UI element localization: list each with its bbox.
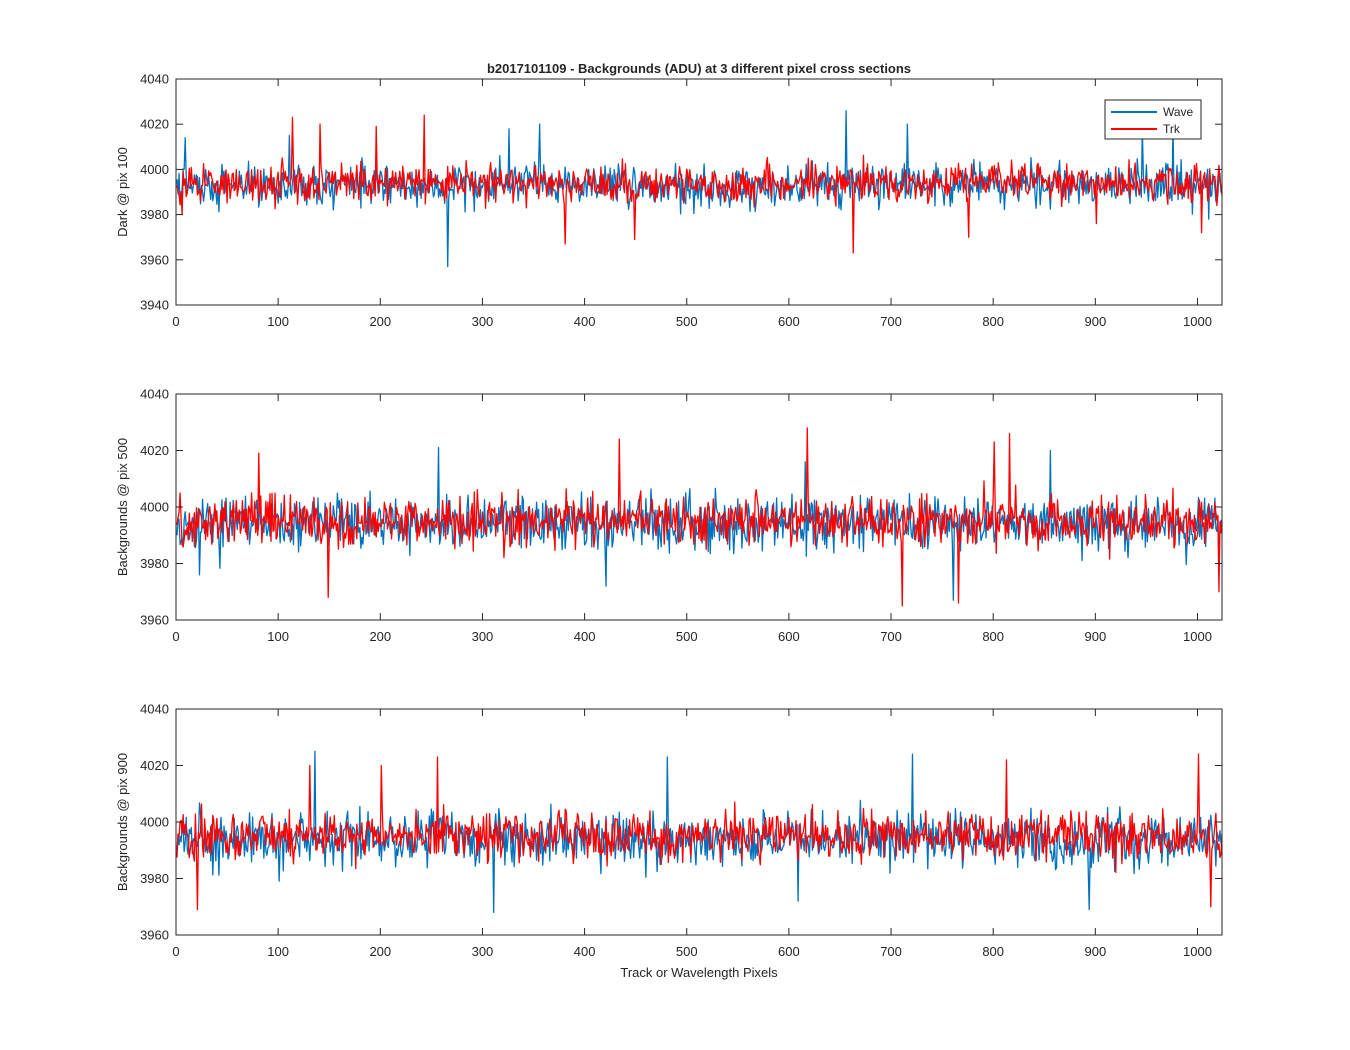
y-tick-label: 4020	[140, 758, 169, 773]
legend-label-wave: Wave	[1163, 105, 1194, 119]
x-tick-label: 100	[267, 629, 289, 644]
axes-box	[175, 78, 1223, 306]
y-tick-label: 4040	[140, 72, 169, 87]
series-line-trk	[176, 427, 1223, 607]
y-tick-label: 3980	[140, 207, 169, 222]
x-axis-label: Track or Wavelength Pixels	[620, 965, 778, 980]
y-tick-label: 4040	[140, 387, 169, 402]
x-tick-label: 700	[880, 629, 902, 644]
x-tick-label: 1000	[1183, 944, 1212, 959]
x-tick-label: 100	[267, 314, 289, 329]
x-tick-label: 600	[778, 314, 800, 329]
legend-box	[1104, 99, 1202, 140]
y-tick-label: 4040	[140, 702, 169, 717]
y-tick-label: 4000	[140, 815, 169, 830]
x-tick-label: 400	[574, 314, 596, 329]
x-tick-label: 800	[982, 314, 1004, 329]
x-tick-label: 300	[472, 629, 494, 644]
legend: Wave Trk	[1104, 99, 1202, 140]
y-axis-label: Dark @ pix 100	[115, 147, 130, 237]
subplot-2: 0 100 200 300 400 500 600 700 800 900 1000 3960 3980…	[115, 387, 1223, 644]
x-tick-label: 300	[472, 314, 494, 329]
x-tick-label: 200	[369, 629, 391, 644]
subplot-3: 0 100 200 300 400 500 600 700 800 900 1000 3960 3980…	[115, 702, 1223, 959]
x-tick-label: 500	[676, 944, 698, 959]
x-tick-label: 700	[880, 944, 902, 959]
x-tick-label: 800	[982, 944, 1004, 959]
x-tick-label: 0	[172, 944, 179, 959]
x-tick-label: 100	[267, 944, 289, 959]
x-tick-label: 900	[1084, 944, 1106, 959]
x-tick-label: 0	[172, 629, 179, 644]
figure-title: b2017101109 - Backgrounds (ADU) at 3 dif…	[487, 61, 911, 76]
x-tick-label: 900	[1084, 314, 1106, 329]
series-line-trk	[176, 114, 1223, 254]
y-tick-label: 3960	[140, 613, 169, 628]
y-axis-label: Backgrounds @ pix 500	[115, 438, 130, 576]
legend-label-trk: Trk	[1163, 122, 1181, 136]
x-tick-label: 1000	[1183, 314, 1212, 329]
x-tick-label: 300	[472, 944, 494, 959]
y-tick-label: 3940	[140, 298, 169, 313]
y-tick-label: 4000	[140, 162, 169, 177]
y-tick-label: 3960	[140, 928, 169, 943]
x-tick-label: 600	[778, 944, 800, 959]
y-tick-label: 3960	[140, 252, 169, 267]
x-tick-label: 700	[880, 314, 902, 329]
y-tick-label: 4000	[140, 500, 169, 515]
x-tick-label: 400	[574, 944, 596, 959]
x-tick-label: 200	[369, 314, 391, 329]
y-axis-label: Backgrounds @ pix 900	[115, 753, 130, 891]
x-tick-label: 500	[676, 314, 698, 329]
y-tick-label: 3980	[140, 556, 169, 571]
x-tick-label: 200	[369, 944, 391, 959]
x-tick-label: 400	[574, 629, 596, 644]
series-line-trk	[176, 753, 1223, 911]
x-tick-label: 600	[778, 629, 800, 644]
x-tick-label: 800	[982, 629, 1004, 644]
y-tick-label: 3980	[140, 871, 169, 886]
y-tick-label: 4020	[140, 117, 169, 132]
x-tick-label: 1000	[1183, 629, 1212, 644]
x-tick-label: 0	[172, 314, 179, 329]
x-tick-label: 900	[1084, 629, 1106, 644]
y-tick-label: 4020	[140, 443, 169, 458]
x-tick-label: 500	[676, 629, 698, 644]
subplot-1: 0 100 200 300 400 500 600 700 800 900 1000 3940 3960…	[115, 72, 1223, 329]
